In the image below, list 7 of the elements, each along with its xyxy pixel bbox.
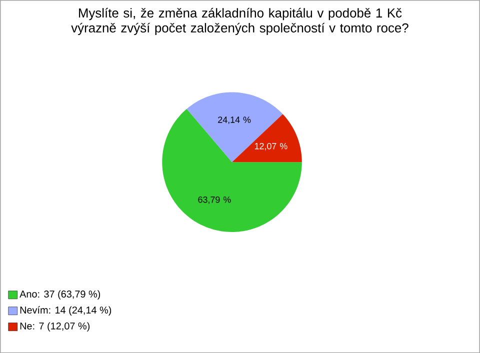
legend-label: Ne: 7 (12,07 %): [20, 322, 90, 332]
legend-label: Ano: 37 (63,79 %): [20, 290, 100, 300]
chart-title: Myslíte si, že změna základního kapitálu v podobě 1 Kč výrazně zvýší počet založených společností v tomto roce?: [71, 8, 408, 35]
data-label: 12,07 %: [254, 142, 288, 150]
legend-label: Nevím: 14 (24,14 %): [20, 306, 112, 316]
data-label: 24,14 %: [218, 116, 251, 124]
data-label: 63,79 %: [198, 196, 231, 204]
